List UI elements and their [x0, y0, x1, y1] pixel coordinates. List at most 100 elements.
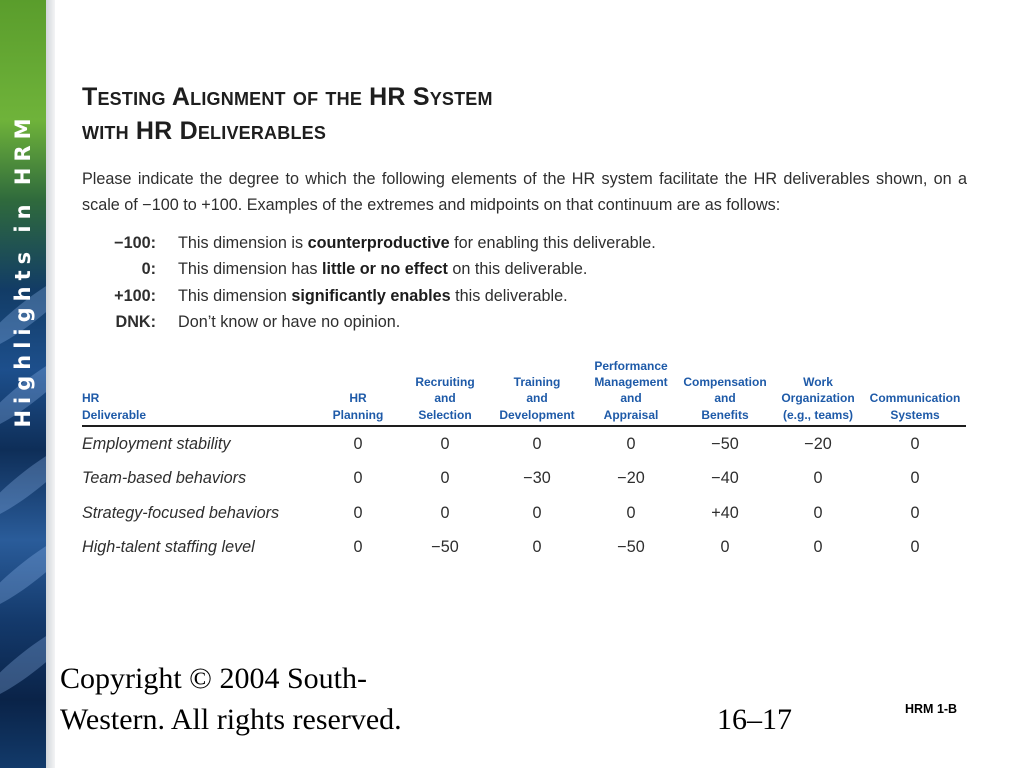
- scale-text: for enabling this deliverable.: [449, 233, 656, 252]
- table-cell: −30: [523, 469, 551, 488]
- scale-row: +100: This dimension significantly enable…: [96, 283, 656, 310]
- column-header: Recruiting and Selection: [400, 358, 490, 427]
- page-title-line1: Testing Alignment of the HR System: [82, 83, 493, 111]
- decorative-streak: [0, 525, 46, 617]
- table-cell: 0: [626, 503, 636, 522]
- column-header-line: Compensation: [683, 375, 767, 390]
- column-header: HR Planning: [316, 358, 400, 427]
- column-header-line: Planning: [332, 407, 384, 422]
- row-label: Employment stability: [82, 434, 231, 453]
- column-header-line: (e.g., teams): [782, 407, 854, 422]
- column-header: Work Organization (e.g., teams): [772, 358, 864, 427]
- scale-code: 0:: [141, 260, 156, 279]
- column-header: HR Deliverable: [82, 358, 316, 427]
- scale-code: DNK:: [115, 313, 156, 332]
- row-label: High-talent staffing level: [82, 538, 255, 557]
- table-cell: −20: [804, 434, 832, 453]
- scale-row: 0: This dimension has little or no effect…: [96, 257, 656, 284]
- table-header-row: HR Deliverable HR Planning Recruiting and Sele…: [82, 358, 966, 427]
- table-cell: 0: [353, 538, 363, 557]
- sidebar-title-hrm: HRM: [11, 112, 35, 186]
- table-cell: 0: [626, 434, 636, 453]
- table-row: High-talent staffing level 0 −50 0 −50 0 0 0: [82, 530, 966, 565]
- column-header: Compensation and Benefits: [678, 358, 772, 427]
- table-cell: 0: [532, 434, 542, 453]
- column-header-line: Systems: [890, 407, 940, 422]
- column-header-line: and: [526, 391, 548, 406]
- table-cell: 0: [353, 469, 363, 488]
- column-header: Communication Systems: [864, 358, 966, 427]
- copyright-line1: Copyright © 2004 South-: [60, 662, 367, 695]
- scale-text: This dimension has: [178, 260, 322, 279]
- table-cell: 0: [910, 538, 920, 557]
- column-header-line: and: [620, 391, 642, 406]
- alignment-table: HR Deliverable HR Planning Recruiting and Sele…: [82, 358, 966, 565]
- column-header-line: Management: [594, 375, 668, 390]
- table-cell: 0: [910, 469, 920, 488]
- table-cell: +40: [711, 503, 739, 522]
- column-header-line: Work: [803, 375, 833, 390]
- scale-row: −100: This dimension is counterproductive…: [96, 230, 656, 257]
- instructions-paragraph: Please indicate the degree to which the …: [82, 170, 967, 214]
- scale-text: This dimension: [178, 286, 292, 305]
- column-header-line: Recruiting: [415, 375, 475, 390]
- page-title: Testing Alignment of the HR System with …: [82, 80, 493, 148]
- scale-description: This dimension significantly enables thi…: [178, 283, 656, 310]
- table-cell: 0: [440, 434, 450, 453]
- scale-description: This dimension has little or no effect o…: [178, 257, 656, 284]
- table-cell: −40: [711, 469, 739, 488]
- table-cell: 0: [353, 503, 363, 522]
- column-header-line: and: [434, 391, 456, 406]
- page-title-line2: with HR Deliverables: [82, 117, 327, 145]
- row-label: Team-based behaviors: [82, 469, 247, 488]
- slide-number: 16–17: [717, 703, 792, 736]
- column-header-line: HR: [349, 391, 367, 406]
- column-header-line: Selection: [418, 407, 472, 422]
- table-cell: −50: [617, 538, 645, 557]
- table-cell: −20: [617, 469, 645, 488]
- scale-emphasis: counterproductive: [307, 233, 450, 252]
- scale-text: Don’t know or have no opinion.: [178, 313, 401, 332]
- sidebar-title-first: Highlights in: [11, 198, 35, 428]
- column-header-line: Appraisal: [603, 407, 659, 422]
- sidebar-banner: Highlights in HRM: [0, 0, 46, 768]
- column-header-line: and: [714, 391, 736, 406]
- scale-row: DNK: Don’t know or have no opinion.: [96, 310, 656, 337]
- table-cell: 0: [353, 434, 363, 453]
- table-cell: 0: [813, 503, 823, 522]
- column-header-line: Communication: [869, 391, 961, 406]
- table-cell: 0: [532, 503, 542, 522]
- row-label: Strategy-focused behaviors: [82, 503, 280, 522]
- scale-emphasis: significantly enables: [291, 286, 451, 305]
- scale-code: +100:: [114, 286, 156, 305]
- table-cell: 0: [813, 469, 823, 488]
- table-cell: 0: [532, 538, 542, 557]
- column-header-line: Performance: [594, 359, 668, 373]
- table-cell: −50: [711, 434, 739, 453]
- table-cell: 0: [720, 538, 730, 557]
- figure-tag: HRM 1-B: [905, 702, 958, 716]
- table-cell: 0: [910, 434, 920, 453]
- scale-text: on this deliverable.: [447, 260, 588, 279]
- column-header-line: Development: [499, 407, 575, 422]
- table-row: Strategy-focused behaviors 0 0 0 0 +40 0 0: [82, 496, 966, 531]
- table-cell: 0: [910, 503, 920, 522]
- column-header-line: Organization: [781, 391, 855, 406]
- column-header: Performance Management and Appraisal: [584, 358, 678, 427]
- column-header-line: Deliverable: [82, 407, 147, 422]
- table-cell: −50: [431, 538, 459, 557]
- sidebar-edge: [46, 0, 55, 768]
- scale-description: Don’t know or have no opinion.: [178, 310, 656, 337]
- copyright-notice: Copyright © 2004 South- Western. All rig…: [60, 658, 402, 740]
- sidebar-title: Highlights in HRM: [11, 112, 35, 427]
- table-row: Team-based behaviors 0 0 −30 −20 −40 0 0: [82, 461, 966, 496]
- scale-description: This dimension is counterproductive for …: [178, 230, 656, 257]
- column-header-line: Training: [513, 375, 561, 390]
- scale-text: this deliverable.: [450, 286, 568, 305]
- scale-text: This dimension is: [178, 233, 308, 252]
- table-row: Employment stability 0 0 0 0 −50 −20 0: [82, 426, 966, 462]
- copyright-line2: Western. All rights reserved.: [60, 703, 402, 736]
- decorative-streak: [0, 615, 46, 707]
- table-cell: 0: [813, 538, 823, 557]
- table-cell: 0: [440, 469, 450, 488]
